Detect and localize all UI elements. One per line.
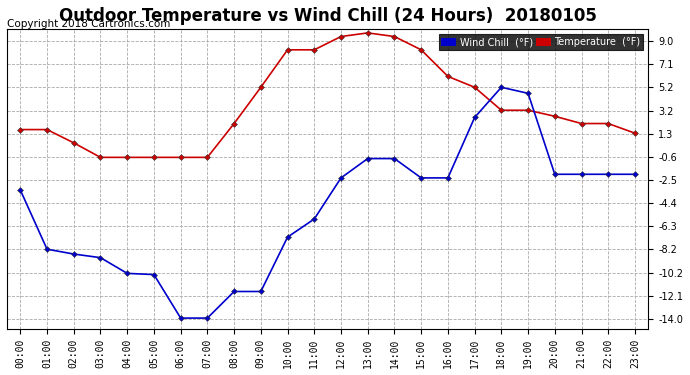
Text: Copyright 2018 Cartronics.com: Copyright 2018 Cartronics.com [7, 19, 170, 29]
Legend: Wind Chill  (°F), Temperature  (°F): Wind Chill (°F), Temperature (°F) [439, 34, 644, 50]
Title: Outdoor Temperature vs Wind Chill (24 Hours)  20180105: Outdoor Temperature vs Wind Chill (24 Ho… [59, 7, 597, 25]
